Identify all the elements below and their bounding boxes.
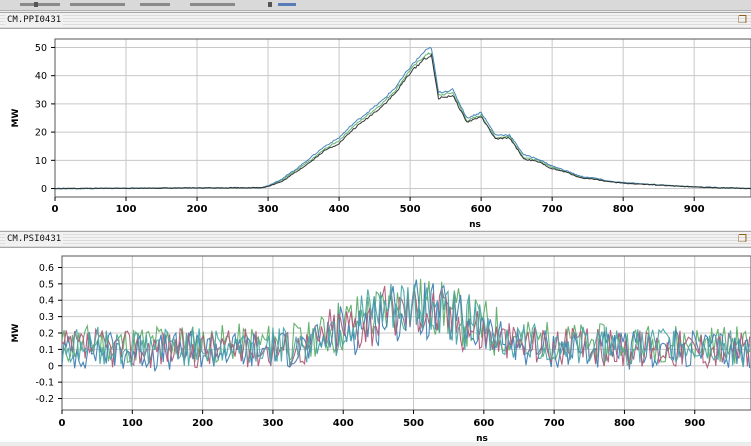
y-tick-label: -0.1 — [35, 378, 54, 389]
x-tick-label: 0 — [59, 418, 66, 429]
panel-title: CM.PPI0431 — [5, 15, 64, 25]
panel-title: CM.PSI0431 — [5, 234, 64, 244]
restore-icon[interactable]: ❐ — [738, 234, 747, 245]
y-tick-label: 0.4 — [39, 296, 54, 307]
x-axis-label: ns — [469, 220, 481, 230]
series-line — [62, 285, 751, 370]
y-tick-label: 0 — [41, 184, 47, 195]
y-tick-label: 0 — [48, 361, 54, 372]
toolbar-control[interactable] — [20, 3, 60, 6]
x-tick-label: 700 — [542, 204, 563, 215]
x-tick-label: 200 — [192, 418, 213, 429]
x-tick-label: 600 — [473, 418, 494, 429]
toolbar-marker[interactable] — [268, 2, 272, 7]
restore-icon[interactable]: ❐ — [738, 15, 747, 26]
toolbar-marker[interactable] — [34, 2, 38, 7]
chart-ppi: 0 100 200 300 400 500 600 700 800 900 0 10 20 30 40 50 n… — [11, 38, 751, 230]
y-tick-label: 50 — [35, 43, 47, 54]
toolbar-control[interactable] — [278, 3, 296, 6]
x-tick-label: 900 — [684, 418, 705, 429]
panel-header-ppi: CM.PPI0431 ❐ — [0, 12, 751, 29]
x-tick-label: 400 — [333, 418, 354, 429]
y-tick-label: 20 — [35, 128, 47, 139]
x-tick-label: 500 — [400, 204, 421, 215]
toolbar-strip — [0, 0, 751, 11]
x-tick-label: 800 — [614, 418, 635, 429]
y-axis-label: MW — [11, 323, 21, 342]
x-tick-label: 100 — [116, 204, 137, 215]
x-tick-label: 0 — [52, 204, 59, 215]
y-axis-label: MW — [11, 108, 21, 127]
y-tick-label: 0.3 — [39, 312, 54, 323]
series-line — [62, 283, 751, 368]
toolbar-control[interactable] — [140, 3, 170, 6]
panel-header-psi: CM.PSI0431 ❐ — [0, 231, 751, 248]
y-tick-label: 0.5 — [39, 279, 54, 290]
x-tick-label: 200 — [187, 204, 208, 215]
series-line — [55, 52, 751, 190]
x-tick-label: 600 — [471, 204, 492, 215]
y-tick-label: 30 — [35, 99, 47, 110]
toolbar-control[interactable] — [190, 3, 235, 6]
y-tick-label: 0.1 — [39, 345, 54, 356]
chart-panel-psi: 0 100 200 300 400 500 600 700 800 900 -0.2 -0.1 0 0.1… — [0, 248, 751, 444]
x-tick-label: 300 — [262, 418, 283, 429]
x-tick-label: 800 — [613, 204, 634, 215]
chart-psi: 0 100 200 300 400 500 600 700 800 900 -0.2 -0.1 0 0.1… — [11, 255, 751, 444]
series-line — [55, 46, 751, 190]
x-axis-label: ns — [476, 434, 488, 442]
x-tick-label: 900 — [684, 204, 705, 215]
y-tick-label: 0.6 — [39, 263, 54, 274]
x-tick-label: 300 — [258, 204, 279, 215]
y-tick-label: 0.2 — [39, 329, 54, 340]
x-tick-label: 100 — [122, 418, 143, 429]
toolbar-control[interactable] — [70, 3, 125, 6]
y-tick-label: 40 — [35, 71, 47, 82]
series-line — [55, 53, 751, 190]
y-tick-label: -0.2 — [35, 394, 54, 405]
x-tick-label: 500 — [403, 418, 424, 429]
y-tick-label: 10 — [35, 156, 47, 167]
chart-panel-ppi: 0 100 200 300 400 500 600 700 800 900 0 10 20 30 40 50 n… — [0, 29, 751, 230]
series-line — [62, 279, 751, 372]
x-tick-label: 700 — [544, 418, 565, 429]
plot-frame — [54, 38, 751, 198]
x-tick-label: 400 — [329, 204, 350, 215]
